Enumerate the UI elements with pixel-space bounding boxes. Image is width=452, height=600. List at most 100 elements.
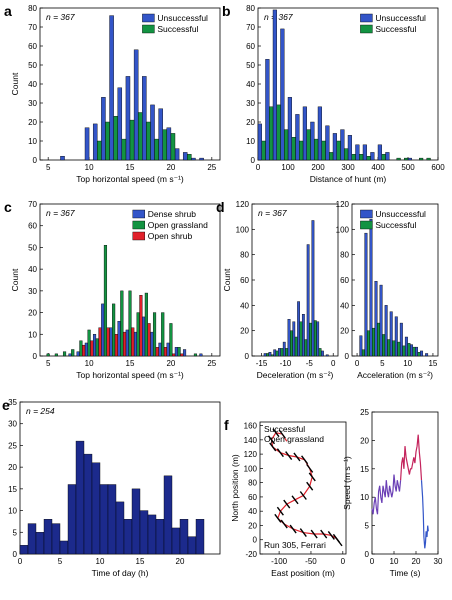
bar-open-shrub	[122, 331, 127, 357]
legend-entry: Successful	[375, 220, 416, 230]
x-tick-label: -15	[256, 359, 268, 368]
bar-open-grassland	[152, 312, 157, 357]
bar-unsuccessful	[199, 157, 204, 161]
series-line	[420, 480, 429, 549]
y-axis-label: Count	[10, 72, 20, 95]
x-tick-label: -10	[280, 359, 292, 368]
x-tick-label: 5	[380, 359, 385, 368]
bar-successful	[402, 345, 406, 357]
bar-unsuccessful	[257, 123, 262, 161]
bar-unsuccessful	[191, 157, 196, 161]
y-tick-label: 50	[28, 243, 37, 252]
y-tick-label: 0	[251, 156, 256, 165]
bar-unsuccessful	[101, 97, 106, 161]
x-tick-label: 5	[46, 163, 51, 172]
panel-d2: 0 5 10 15 0 20 40 60 80 100 120 Acceleration (m s⁻²…	[336, 200, 439, 380]
bar-open-grassland	[120, 290, 124, 357]
x-tick-label: -100	[271, 557, 288, 566]
hunt-description: Open grassland	[264, 434, 324, 444]
y-tick-label: 160	[244, 422, 258, 431]
x-axis-label: Top horizontal speed (m s⁻¹)	[76, 174, 184, 184]
bar-successful	[261, 140, 266, 161]
legend-swatch	[142, 13, 155, 23]
x-tick-label: 5	[46, 359, 51, 368]
bar-unsuccessful	[265, 59, 270, 161]
x-tick-label: 10	[85, 359, 94, 368]
bar-unsuccessful	[282, 341, 286, 357]
bar-successful	[314, 138, 319, 161]
bar-unsuccessful	[394, 316, 398, 357]
bar-unsuccessful	[310, 121, 315, 161]
y-tick-label: 10	[28, 330, 37, 339]
bar-successful	[266, 353, 269, 357]
bar-open-shrub	[163, 347, 168, 357]
heading-tick	[301, 455, 309, 465]
bar-open-grassland	[136, 312, 140, 357]
bar-unsuccessful	[292, 321, 296, 357]
y-tick-label: 60	[28, 42, 37, 51]
heading-tick	[276, 506, 284, 516]
y-tick-label: 0	[13, 550, 18, 559]
bar-count	[179, 519, 189, 555]
y-tick-label: 80	[240, 251, 249, 260]
bar-successful	[336, 140, 341, 161]
y-tick-label: 15	[8, 485, 17, 494]
bar-unsuccessful	[374, 281, 378, 357]
bar-successful	[146, 121, 151, 161]
bar-unsuccessful	[404, 336, 408, 357]
x-tick-label: 0	[18, 557, 23, 566]
bar-open-shrub	[180, 353, 184, 357]
bar-open-grassland	[103, 245, 108, 357]
y-tick-label: -20	[245, 550, 257, 559]
y-tick-label: 30	[28, 99, 37, 108]
y-tick-label: 140	[244, 436, 258, 445]
y-tick-label: 20	[248, 521, 257, 530]
bar-successful	[407, 343, 411, 357]
bar-successful	[269, 106, 274, 161]
bar-dense-shrub	[182, 349, 187, 357]
bar-successful	[426, 157, 431, 161]
bar-open-grassland	[54, 353, 58, 357]
bar-count	[67, 484, 77, 555]
y-tick-label: 30	[28, 287, 37, 296]
panel-label: f	[224, 417, 229, 433]
bar-unsuccessful	[158, 108, 163, 161]
panel-b: 0 100 200 300 400 500 600 0 10 20 30 40 50 60 70 80 Dist…	[222, 3, 445, 184]
bar-successful	[162, 129, 168, 161]
bar-open-grassland	[46, 353, 50, 357]
bar-unsuccessful	[273, 349, 277, 357]
y-tick-label: 60	[248, 493, 257, 502]
y-tick-label: 25	[8, 441, 17, 450]
bar-dense-shrub	[68, 353, 72, 357]
bar-successful	[382, 334, 386, 357]
bar-unsuccessful	[362, 144, 367, 161]
panel-a: 5 10 15 20 25 0 10 20 30 40 50 60 70 80 Top horizontal…	[4, 3, 221, 184]
bar-successful	[387, 339, 391, 357]
bar-count	[123, 519, 133, 555]
bar-open-grassland	[112, 303, 116, 357]
legend-entry: Successful	[375, 24, 416, 34]
y-tick-label: 10	[28, 137, 37, 146]
bar-successful	[113, 116, 118, 161]
series-line	[270, 432, 340, 543]
heading-tick	[293, 452, 301, 462]
bar-dense-shrub	[150, 331, 154, 357]
x-tick-label: 30	[434, 557, 443, 566]
legend-swatch	[132, 231, 146, 241]
heading-tick	[291, 495, 299, 505]
bar-count	[27, 523, 37, 555]
bar-count	[83, 453, 93, 555]
bar-dense-shrub	[142, 316, 146, 357]
bar-count	[75, 440, 85, 555]
bar-dense-shrub	[84, 342, 88, 357]
legend-swatch	[360, 24, 373, 34]
bar-unsuccessful	[272, 9, 277, 161]
bar-dense-shrub	[133, 331, 138, 357]
legend-entry: Unsuccessful	[375, 209, 426, 219]
legend-entry: Successful	[157, 24, 198, 34]
sample-size-label: n = 367	[258, 208, 287, 218]
bar-count	[139, 510, 149, 555]
bar-open-grassland	[169, 323, 173, 357]
series-line	[371, 474, 402, 515]
